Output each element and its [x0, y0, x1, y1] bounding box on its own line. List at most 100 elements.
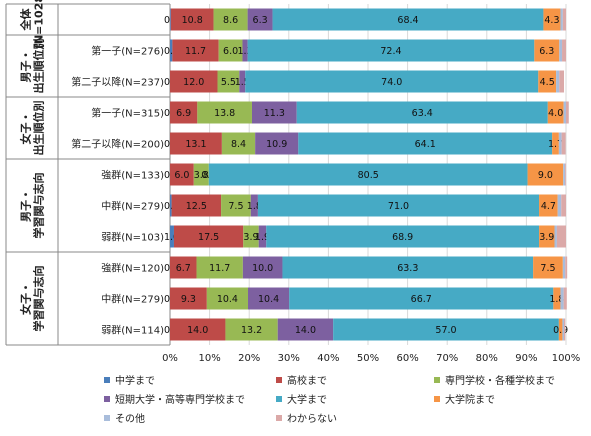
- data-label: 10.4: [217, 294, 238, 305]
- legend-item: 大学まで: [276, 391, 327, 406]
- data-label: 12.0: [183, 77, 204, 88]
- legend-item: その他: [104, 410, 145, 425]
- group-label: 男子・出生順位別: [20, 39, 46, 94]
- data-label: 6.0: [174, 170, 189, 181]
- legend-item: 大学院まで: [434, 391, 495, 406]
- bar-segment: [172, 39, 219, 62]
- data-label: 6.3: [539, 46, 554, 57]
- legend-label: 専門学校・各種学校まで: [445, 376, 555, 387]
- bar-segment: [247, 8, 273, 31]
- bar-segment: [170, 39, 173, 62]
- data-label: 17.5: [198, 232, 219, 243]
- x-tick-label: 70%: [436, 353, 458, 364]
- group-label: 女子・出生順位別: [19, 101, 46, 156]
- data-label: 68.9: [392, 232, 413, 243]
- bar-segment: [245, 70, 539, 93]
- bar-segment: [562, 8, 566, 31]
- bar-segment: [539, 194, 558, 217]
- bar-segment: [266, 225, 540, 248]
- data-label: 7.5: [228, 201, 243, 212]
- group-label: 男子・学習関与志向: [20, 173, 46, 239]
- category-label: 第二子以降(N=237): [71, 76, 164, 89]
- legend-swatch: [104, 414, 110, 421]
- bar-segment: [170, 318, 226, 341]
- bar-segment: [333, 318, 559, 341]
- data-label: 14.0: [187, 325, 208, 336]
- bar-segment: [197, 101, 252, 124]
- data-label: 80.5: [358, 170, 379, 181]
- data-label: 1.5: [235, 77, 250, 88]
- bar-segment: [173, 225, 244, 248]
- legend-item: 中学まで: [104, 372, 155, 387]
- legend-item: 高校まで: [276, 372, 327, 387]
- x-tick-label: 0%: [162, 353, 178, 364]
- category-label: 弱群(N=103): [101, 231, 164, 244]
- data-label: 6.7: [176, 263, 191, 274]
- x-tick-label: 10%: [198, 353, 220, 364]
- data-label: 1.0: [164, 232, 179, 243]
- bar-segment: [539, 225, 555, 248]
- data-label: 7.5: [540, 263, 555, 274]
- group-label-line: 女子・: [19, 112, 33, 145]
- data-label: 57.0: [435, 325, 456, 336]
- bar-segment: [565, 163, 566, 186]
- bar-segment: [558, 132, 562, 155]
- data-label: 3.8: [194, 170, 209, 181]
- bar-segment: [171, 194, 222, 217]
- bar-segment: [170, 287, 207, 310]
- legend-swatch: [434, 376, 440, 383]
- x-tick-label: 30%: [278, 353, 300, 364]
- bar-segment: [561, 194, 566, 217]
- legend-item: わからない: [276, 410, 337, 425]
- bar-segment: [562, 39, 566, 62]
- data-label: 11.7: [209, 263, 230, 274]
- bar-segment: [562, 256, 566, 279]
- legend-swatch: [434, 395, 440, 402]
- group-label: 全体(N=1028): [19, 0, 46, 49]
- bar-segment: [562, 318, 565, 341]
- data-label: 64.1: [415, 139, 436, 150]
- bar-segment: [533, 256, 563, 279]
- bar-segment: [196, 256, 243, 279]
- data-label: 8.4: [231, 139, 246, 150]
- bar-segment: [193, 163, 209, 186]
- bar-segment: [239, 70, 246, 93]
- bar-segment: [170, 101, 198, 124]
- bar-segment: [257, 194, 540, 217]
- data-label: 1.9: [255, 232, 270, 243]
- data-label: 5.5: [221, 77, 236, 88]
- bar-segment: [559, 39, 563, 62]
- bar-segment: [282, 256, 534, 279]
- data-label: 13.8: [214, 108, 235, 119]
- legend-swatch: [104, 395, 110, 402]
- bar-segment: [170, 8, 214, 31]
- group-label-line: (N=1028): [33, 0, 46, 49]
- bar-segment: [170, 8, 171, 31]
- data-label: 71.0: [388, 201, 409, 212]
- bar-segment: [258, 225, 267, 248]
- category-label: 強群(N=120): [101, 262, 164, 275]
- legend-label: わからない: [287, 414, 337, 425]
- group-label-line: 女子・: [19, 282, 33, 315]
- data-label: 1.7: [548, 139, 563, 150]
- legend-label: 短期大学・高等専門学校まで: [115, 395, 245, 406]
- bar-segment: [277, 318, 334, 341]
- category-label: 第一子(N=276): [91, 45, 164, 58]
- data-label: 13.1: [185, 139, 206, 150]
- bar-segment: [221, 132, 256, 155]
- data-label: 66.7: [411, 294, 432, 305]
- bar-segment: [559, 70, 565, 93]
- legend-swatch: [276, 395, 282, 402]
- data-label: 0.4: [164, 201, 179, 212]
- data-label: 9.0: [538, 170, 553, 181]
- data-label: 68.4: [397, 15, 418, 26]
- group-label-line: 男子・: [20, 50, 33, 83]
- bar-segment: [217, 70, 240, 93]
- bar-segment: [170, 70, 218, 93]
- legend-swatch: [276, 376, 282, 383]
- bar-segment: [170, 163, 194, 186]
- data-label: 72.4: [380, 46, 401, 57]
- bar-segment: [560, 287, 564, 310]
- bar-segment: [554, 225, 557, 248]
